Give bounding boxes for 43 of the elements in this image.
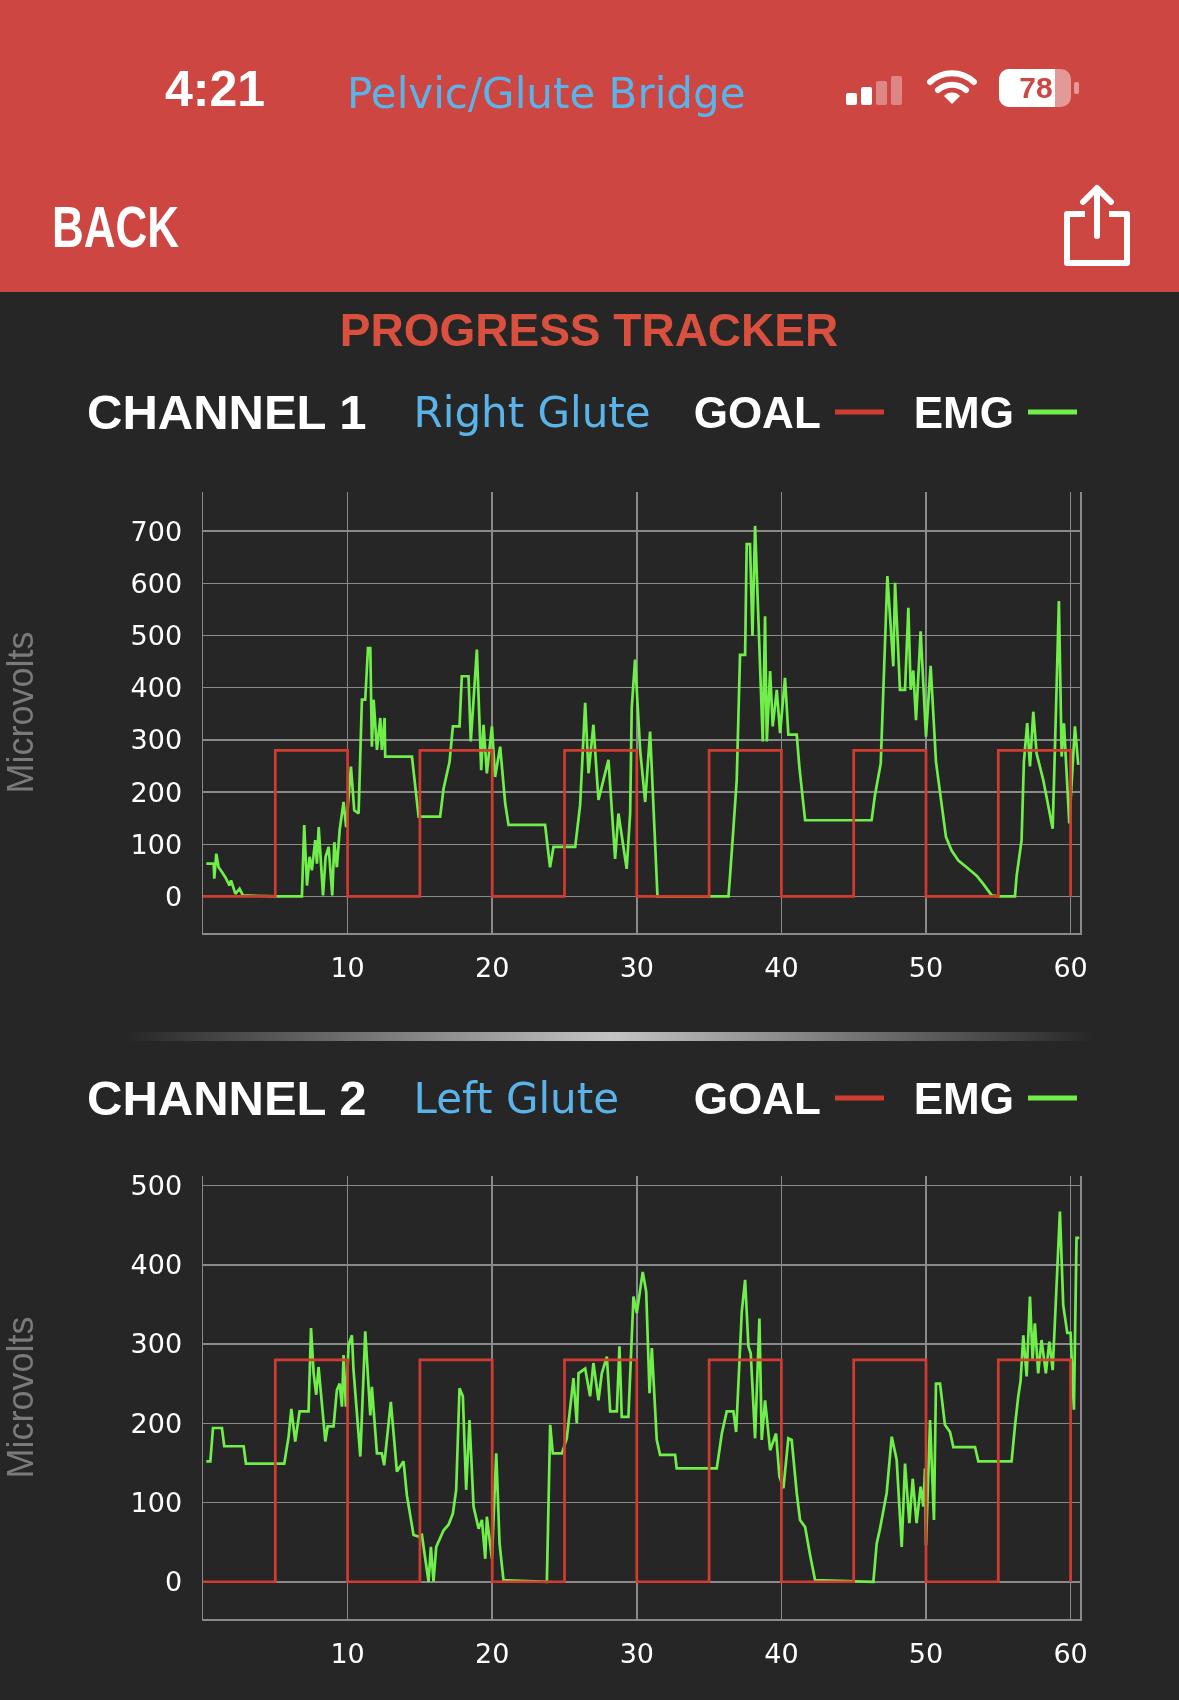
y-tick-label: 300 <box>130 724 183 756</box>
x-tick-label: 50 <box>908 1637 944 1669</box>
line-series <box>204 1210 1080 1584</box>
y-axis-title: Microvolts <box>0 1316 41 1479</box>
legend-label: EMG <box>913 387 1014 436</box>
y-tick-label: 0 <box>164 1566 183 1598</box>
y-tick-label: 300 <box>130 1328 183 1360</box>
x-tick-label: 50 <box>908 951 944 983</box>
y-tick-label: 100 <box>130 1486 183 1518</box>
chart-title: CHANNEL 2 <box>87 1070 367 1125</box>
y-tick-label: 200 <box>130 776 183 808</box>
y-tick-label: 500 <box>130 1169 183 1201</box>
x-tick-label: 10 <box>330 951 365 983</box>
text: Pelvic/Glute Bridge <box>347 68 746 118</box>
y-tick-label: 400 <box>130 672 183 704</box>
line-series <box>204 524 1080 898</box>
y-tick-label: 0 <box>164 880 183 912</box>
y-tick-label: 100 <box>130 828 183 860</box>
chart-subtitle: Right Glute <box>413 387 651 436</box>
text: 4:21 <box>165 60 266 118</box>
y-tick-label: 400 <box>130 1249 183 1281</box>
text: 78 <box>1019 71 1053 105</box>
text: PROGRESS TRACKER <box>339 303 839 357</box>
x-tick-label: 40 <box>764 1637 799 1669</box>
chart-title: CHANNEL 1 <box>87 384 367 439</box>
x-tick-label: 20 <box>475 1637 510 1669</box>
x-tick-label: 20 <box>475 951 510 983</box>
x-tick-label: 60 <box>1053 1637 1088 1669</box>
chart-subtitle: Left Glute <box>413 1073 620 1122</box>
legend-label: GOAL <box>693 387 821 436</box>
x-tick-label: 10 <box>330 1637 365 1669</box>
text: BACK <box>52 194 180 260</box>
x-tick-label: 30 <box>619 1637 654 1669</box>
y-axis-title: Microvolts <box>0 631 41 794</box>
y-tick-label: 500 <box>130 619 183 651</box>
y-tick-label: 600 <box>130 567 183 599</box>
y-tick-label: 700 <box>130 515 183 547</box>
y-tick-label: 200 <box>130 1407 183 1439</box>
x-tick-label: 40 <box>764 951 799 983</box>
legend-label: GOAL <box>693 1073 821 1122</box>
x-tick-label: 60 <box>1053 951 1088 983</box>
legend-label: EMG <box>913 1073 1014 1122</box>
x-tick-label: 30 <box>619 951 654 983</box>
